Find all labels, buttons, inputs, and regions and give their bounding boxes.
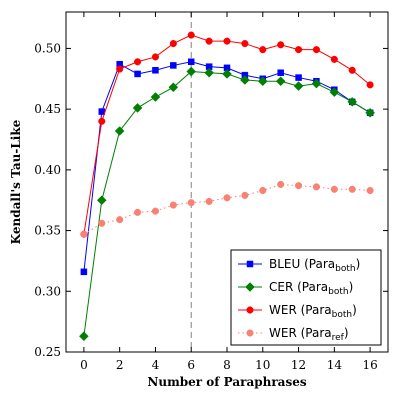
data-point <box>169 40 177 48</box>
x-tick-label: 2 <box>116 358 124 372</box>
data-point <box>295 74 302 81</box>
data-point <box>79 331 89 342</box>
x-tick-label: 0 <box>80 358 88 372</box>
series-line-3 <box>83 183 371 235</box>
data-point <box>259 186 267 195</box>
data-point <box>241 40 249 48</box>
data-point <box>152 67 159 74</box>
series-0 <box>80 58 374 276</box>
data-point <box>98 117 106 125</box>
legend-label: CER (Paraboth) <box>269 280 353 297</box>
data-point <box>204 67 214 78</box>
y-axis-title: Kendall's Tau-Like <box>9 119 23 244</box>
y-tick-label: 0.30 <box>34 284 61 298</box>
legend-marker <box>246 260 254 268</box>
data-point <box>277 41 285 49</box>
legend-label: BLEU (Paraboth) <box>269 257 360 274</box>
data-point <box>116 65 124 73</box>
x-tick-label: 14 <box>327 358 343 372</box>
data-point <box>205 197 213 205</box>
series-1 <box>79 66 375 342</box>
data-point <box>293 81 304 91</box>
y-tick-label: 0.35 <box>34 224 61 238</box>
legend-box <box>230 249 382 346</box>
data-point <box>329 87 340 97</box>
data-point <box>151 207 159 215</box>
x-axis-title: Number of Paraphrases <box>147 375 306 389</box>
legend-label: WER (Pararef) <box>269 326 349 343</box>
data-point <box>348 66 356 74</box>
data-point <box>277 69 284 76</box>
data-point <box>150 92 161 102</box>
legend: BLEU (Paraboth) CER (Paraboth) WER (Parabo… <box>230 249 382 346</box>
x-tick-label: 6 <box>187 358 195 372</box>
data-point <box>366 186 374 195</box>
data-point <box>240 75 250 85</box>
data-point <box>151 53 159 61</box>
data-point <box>330 55 338 63</box>
data-point <box>257 76 268 87</box>
x-tick-label: 10 <box>255 358 270 372</box>
data-point <box>114 126 125 136</box>
legend-entry-3: WER (Pararef) <box>238 326 349 343</box>
data-point <box>169 201 177 209</box>
y-tick-label: 0.40 <box>34 163 61 177</box>
data-point <box>366 81 374 89</box>
data-point <box>312 183 320 191</box>
y-tick-label: 0.45 <box>34 102 61 116</box>
data-point <box>259 46 267 54</box>
axes: 0 2 4 6 8 10 12 14 16 0.25 0.30 0.35 0.40 0.45 0.50 <box>34 11 389 372</box>
data-point <box>330 185 338 193</box>
data-point <box>312 46 320 54</box>
legend-entry-2: WER (Paraboth) <box>238 303 357 320</box>
data-point <box>241 191 249 199</box>
data-point <box>134 208 142 216</box>
data-point <box>205 37 213 45</box>
x-tick-label: 8 <box>223 358 231 372</box>
x-tick-label: 12 <box>291 358 306 372</box>
data-point <box>295 182 303 190</box>
data-point <box>277 180 285 188</box>
data-point <box>223 194 231 202</box>
data-point <box>187 199 195 207</box>
data-point <box>187 58 195 66</box>
data-point <box>348 185 356 193</box>
series-2 <box>80 31 374 238</box>
data-point <box>132 103 143 113</box>
data-point <box>222 69 232 79</box>
y-tick-label: 0.25 <box>34 345 61 359</box>
series-3 <box>80 180 374 238</box>
data-point <box>295 46 303 54</box>
plot-area <box>79 12 375 352</box>
data-point <box>311 78 322 89</box>
data-point <box>98 219 106 227</box>
data-point <box>365 107 375 118</box>
x-tick-label: 4 <box>152 358 160 372</box>
data-point <box>186 66 197 77</box>
data-point <box>168 82 179 93</box>
data-point <box>134 70 141 78</box>
data-point <box>134 58 142 66</box>
legend-marker <box>245 282 255 292</box>
data-point <box>275 76 286 87</box>
x-tick-label: 16 <box>362 358 377 372</box>
series-line-0 <box>83 61 371 272</box>
legend-entry-1: CER (Paraboth) <box>238 280 353 297</box>
data-point <box>223 37 231 45</box>
legend-marker <box>246 306 254 314</box>
legend-label: WER (Paraboth) <box>269 303 357 320</box>
data-point <box>80 230 88 238</box>
y-tick-label: 0.50 <box>34 41 61 55</box>
data-point <box>347 97 358 107</box>
data-point <box>96 195 107 206</box>
data-point <box>187 31 195 39</box>
data-point <box>170 62 177 69</box>
legend-marker <box>246 329 254 337</box>
legend-entry-0: BLEU (Paraboth) <box>238 257 360 274</box>
data-point <box>116 216 124 224</box>
data-point <box>80 268 88 276</box>
